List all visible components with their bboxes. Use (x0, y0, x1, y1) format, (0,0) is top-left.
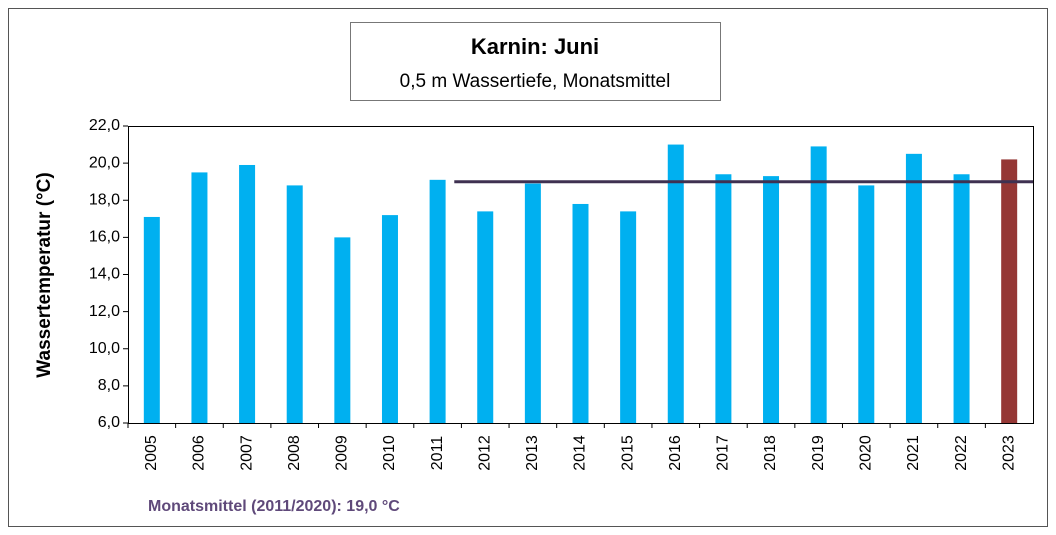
y-tick-label: 16,0 (89, 229, 120, 246)
x-tick-label: 2018 (762, 435, 779, 471)
bar (143, 216, 160, 423)
bar (429, 179, 446, 423)
y-tick-label: 14,0 (89, 266, 120, 283)
x-tick-label: 2022 (953, 435, 970, 471)
y-axis-label: Wassertemperatur (°C) (34, 172, 55, 377)
y-tick-label: 6,0 (98, 414, 120, 431)
y-tick-label: 20,0 (89, 154, 120, 171)
title-box (350, 22, 721, 101)
bar (810, 146, 827, 423)
bar (572, 203, 589, 423)
x-tick-label: 2006 (191, 435, 208, 471)
plot-area (128, 126, 1034, 424)
bar (191, 172, 208, 423)
bar (667, 144, 684, 423)
bar (953, 174, 970, 423)
chart-title: Karnin: Juni (471, 34, 599, 59)
bar (381, 215, 398, 423)
x-tick-label: 2016 (667, 435, 684, 471)
bar (905, 153, 922, 423)
bar (239, 164, 256, 423)
bar (620, 211, 637, 423)
bar (477, 211, 494, 423)
bar (1001, 159, 1018, 423)
x-tick-label: 2007 (238, 435, 255, 471)
y-tick-label: 12,0 (89, 303, 120, 320)
x-tick-label: 2011 (429, 436, 446, 471)
bar (524, 183, 541, 423)
x-tick-label: 2009 (334, 435, 351, 471)
x-tick-label: 2023 (1000, 435, 1017, 471)
y-tick-label: 10,0 (89, 340, 120, 357)
bar (763, 176, 780, 423)
chart-subtitle: 0,5 m Wassertiefe, Monatsmittel (400, 71, 671, 92)
x-tick-label: 2005 (143, 435, 160, 471)
x-tick-label: 2013 (524, 435, 541, 471)
y-tick-label: 18,0 (89, 191, 120, 208)
bar (286, 185, 303, 423)
x-tick-label: 2020 (858, 435, 875, 471)
x-tick-label: 2014 (572, 435, 589, 471)
bar (715, 174, 732, 423)
x-tick-label: 2010 (381, 435, 398, 471)
annotation: Monatsmittel (2011/2020): 19,0 °C (148, 498, 400, 515)
y-tick-label: 22,0 (89, 117, 120, 134)
bar (858, 185, 875, 423)
x-tick-label: 2015 (619, 435, 636, 471)
bar (334, 237, 351, 423)
x-tick-label: 2008 (286, 435, 303, 471)
x-tick-label: 2017 (715, 435, 732, 471)
x-tick-label: 2021 (905, 435, 922, 471)
y-tick-label: 8,0 (98, 377, 120, 394)
x-tick-label: 2019 (810, 435, 827, 471)
x-tick-label: 2012 (476, 435, 493, 471)
